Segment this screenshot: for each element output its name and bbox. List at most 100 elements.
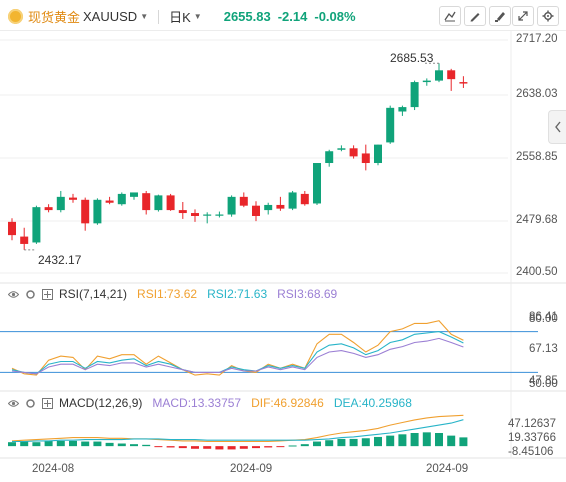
price-label-bottom: 2400.50 <box>516 266 558 278</box>
macd-histogram-bar <box>313 441 321 447</box>
rsi-axis-label: 50.00 <box>529 378 558 390</box>
chart-header: 现货黄金 XAUUSD ▼ 日K ▼ 2655.83 -2.14 -0.08% <box>0 0 566 31</box>
candle-body <box>191 213 199 216</box>
eye-icon[interactable] <box>8 398 19 409</box>
divider <box>158 9 160 24</box>
candle-body <box>325 151 334 164</box>
price-change-percent: -0.08% <box>314 9 356 24</box>
rsi3-line <box>11 337 464 375</box>
macd-histogram-bar <box>117 443 126 447</box>
macd-histogram-bar <box>459 437 468 447</box>
period-chevron-down-icon[interactable]: ▼ <box>193 12 202 21</box>
macd-histogram-bar <box>276 446 285 448</box>
candle-body <box>93 199 102 224</box>
macd-histogram-bar <box>374 436 382 447</box>
macd-histogram-bar <box>93 441 102 447</box>
candle-body <box>56 196 65 211</box>
settings-button[interactable] <box>537 6 559 26</box>
candle-body <box>203 214 212 216</box>
symbol-bar: 现货黄金 XAUUSD ▼ 日K ▼ 2655.83 -2.14 -0.08% <box>8 7 356 26</box>
candle-body <box>361 153 370 164</box>
eye-icon[interactable] <box>8 289 19 300</box>
toolbar-left <box>436 6 511 26</box>
price-label-top: 2717.20 <box>516 33 558 45</box>
chevron-down-icon[interactable]: ▼ <box>140 12 149 21</box>
edit-brush-button[interactable] <box>489 6 511 26</box>
time-label: 2024-09 <box>426 463 469 475</box>
macd-histogram-bar <box>44 440 53 447</box>
symbol-name[interactable]: 现货黄金 <box>28 10 81 25</box>
dif-line <box>11 414 464 443</box>
macd-histogram-bar <box>386 435 395 447</box>
macd-histogram-bar <box>105 442 114 447</box>
candle-body <box>447 70 456 80</box>
macd-histogram-bar <box>239 446 248 449</box>
expand-button[interactable] <box>512 6 534 26</box>
candle-body <box>435 70 443 81</box>
macd-histogram-bar <box>447 435 456 447</box>
macd-histogram-bar <box>361 438 370 447</box>
period-selector[interactable]: 日K <box>169 10 191 25</box>
candle-body <box>178 210 187 214</box>
macd-histogram-bar <box>410 433 419 447</box>
candle-body <box>252 205 260 216</box>
price-label: 2558.85 <box>516 151 558 163</box>
rsi-axis-label: 47.85 <box>529 375 558 387</box>
macd-header: MACD(12,26,9) MACD:13.33757 DIF:46.92846… <box>8 396 412 410</box>
macd-histogram-bar <box>288 445 297 447</box>
macd-histogram-bar <box>166 446 175 448</box>
draw-line-button[interactable] <box>439 6 461 26</box>
low-annotation: 2432.17 <box>38 253 82 267</box>
candle-body <box>398 107 407 112</box>
switch-indicator-icon[interactable] <box>42 397 53 409</box>
candle-body <box>20 236 29 244</box>
time-label: 2024-09 <box>230 463 273 475</box>
rsi2-value: RSI2:71.63 <box>207 287 268 301</box>
macd-value: MACD:13.33757 <box>152 396 242 410</box>
rsi1-value: RSI1:73.62 <box>137 287 198 301</box>
candle-body <box>386 107 395 143</box>
macd-histogram-bar <box>435 433 443 447</box>
candle-body <box>288 192 297 209</box>
candle-body <box>105 200 114 203</box>
candle-body <box>337 148 346 150</box>
candle-body <box>264 204 273 211</box>
macd-histogram-bar <box>191 446 199 449</box>
macd-histogram-bar <box>227 446 236 450</box>
macd-histogram-bar <box>215 446 224 450</box>
candle-body <box>300 193 309 205</box>
symbol-code[interactable]: XAUUSD <box>83 9 138 24</box>
switch-indicator-icon[interactable] <box>42 288 53 300</box>
collapse-panel-button[interactable] <box>548 110 566 144</box>
gear-icon[interactable] <box>25 398 36 409</box>
price-label: 2479.68 <box>516 214 558 226</box>
candle-body <box>374 144 382 164</box>
macd-histogram-bar <box>154 446 163 448</box>
candle-body <box>215 214 224 216</box>
macd-histogram-bar <box>349 438 358 447</box>
high-annotation: 2685.53 <box>390 51 434 65</box>
rsi-axis-label: 67.13 <box>529 343 558 355</box>
macd-histogram-bar <box>130 444 138 447</box>
gear-icon[interactable] <box>25 289 36 300</box>
candle-body <box>239 196 248 206</box>
macd-histogram-bar <box>142 444 151 447</box>
pencil-button[interactable] <box>464 6 486 26</box>
macd-axis-label: 19.33766 <box>508 432 556 444</box>
rsi2-line <box>11 331 464 375</box>
gold-coin-icon <box>8 9 23 24</box>
macd-histogram-bar <box>325 440 334 447</box>
macd-histogram-bar <box>81 441 90 447</box>
candle-body <box>81 199 90 224</box>
rsi-header: RSI(7,14,21) RSI1:73.62 RSI2:71.63 RSI3:… <box>8 287 337 301</box>
macd-histogram-bar <box>8 442 16 447</box>
macd-histogram-bar <box>337 438 346 447</box>
candle-body <box>69 197 77 200</box>
macd-histogram-bar <box>203 446 212 449</box>
candle-body <box>130 192 138 197</box>
macd-histogram-bar <box>56 440 65 447</box>
macd-name: MACD(12,26,9) <box>59 396 143 410</box>
macd-axis-label: 47.12637 <box>508 418 556 430</box>
candle-body <box>422 80 431 83</box>
